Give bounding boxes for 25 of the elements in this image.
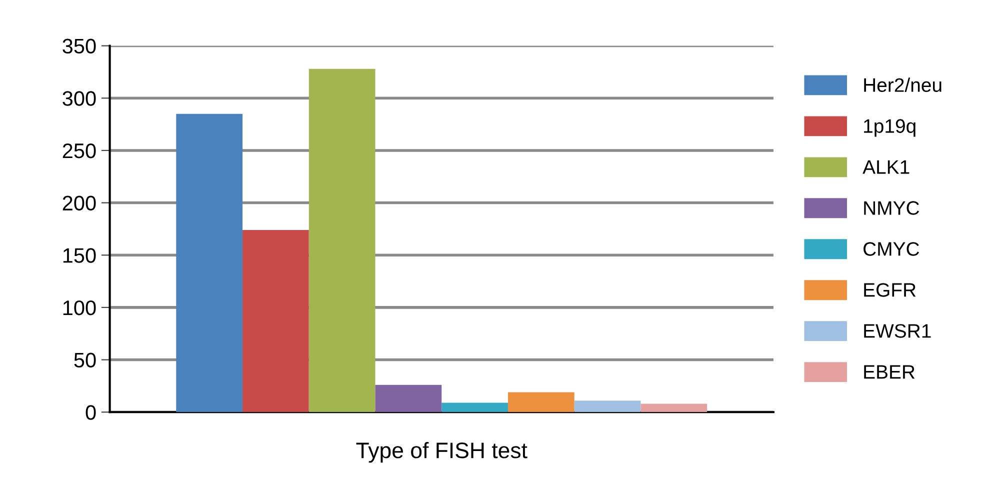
legend-label: EWSR1 xyxy=(864,324,931,338)
y-tick-label: 150 xyxy=(63,248,96,263)
legend-label: CMYC xyxy=(864,242,920,256)
bar xyxy=(308,68,376,412)
bar xyxy=(574,400,641,412)
y-tick-label: 50 xyxy=(74,352,96,368)
y-tick-label: 200 xyxy=(62,196,96,211)
y-tick-label: 0 xyxy=(86,405,96,420)
bar xyxy=(375,384,442,412)
bar xyxy=(442,402,508,412)
legend-label: EBER xyxy=(864,365,915,379)
legend-label: NMYC xyxy=(864,201,920,215)
legend-label: Her2/neu xyxy=(864,78,942,92)
y-tick-label: 100 xyxy=(63,300,96,316)
legend-label: EGFR xyxy=(864,283,916,297)
y-tick-label: 350 xyxy=(62,38,96,54)
legend-label: ALK1 xyxy=(862,160,910,174)
legend-label: 1p19q xyxy=(864,119,916,137)
x-axis-title: Type of FISH test xyxy=(356,442,528,463)
bar xyxy=(508,392,574,412)
bar xyxy=(242,230,309,412)
y-tick-label: 300 xyxy=(62,91,96,106)
bar xyxy=(176,114,243,412)
y-tick-label: 250 xyxy=(62,143,96,158)
bar xyxy=(640,404,708,412)
